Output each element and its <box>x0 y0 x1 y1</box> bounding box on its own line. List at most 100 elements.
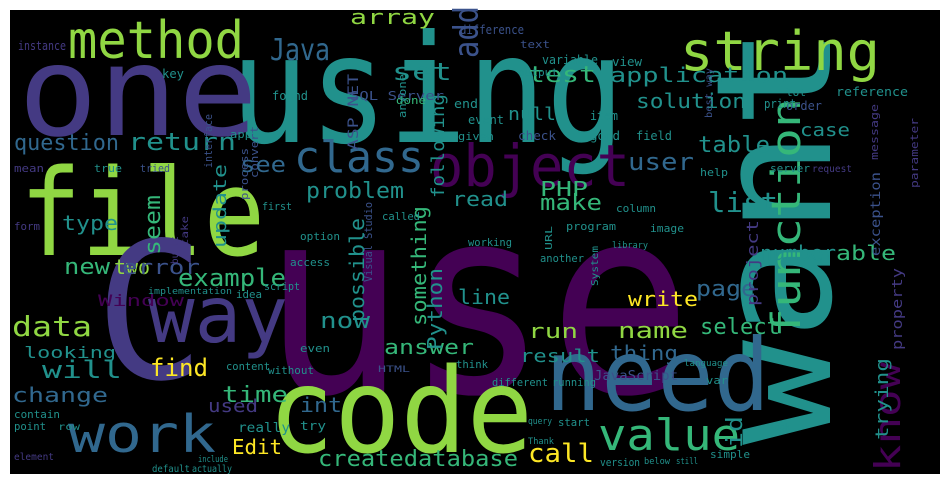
word-order: order <box>786 99 822 113</box>
word-true: true <box>94 162 122 175</box>
word-thing: thing <box>610 341 678 365</box>
word-access: access <box>290 256 330 269</box>
word-find: find <box>150 354 208 382</box>
word-visual-studio: Visual Studio <box>362 202 375 282</box>
word-built: built <box>170 236 181 264</box>
word-page: page <box>696 277 756 302</box>
word-using: using <box>230 4 625 178</box>
cloud-background <box>10 10 940 474</box>
word-content: content <box>226 360 270 373</box>
word-update: update <box>210 164 231 248</box>
word-looking: looking <box>24 343 116 362</box>
word-read: read <box>452 187 508 211</box>
word-lot: lot <box>786 86 806 99</box>
word-type: type <box>62 211 118 235</box>
word-print: print <box>764 97 796 111</box>
word-script: script <box>264 280 300 293</box>
word-one: one <box>18 20 258 165</box>
word-best-way: best way <box>704 68 715 118</box>
word-parameter: parameter <box>908 118 921 188</box>
word-javascript: JavaScript <box>594 369 678 384</box>
word-question: question <box>14 131 119 156</box>
word-know: know <box>868 362 909 472</box>
word-c: C <box>95 202 205 423</box>
word-different: different <box>492 376 548 389</box>
word-window: Window <box>98 291 185 310</box>
word-simple: simple <box>710 448 750 461</box>
word-interface: interface <box>202 114 215 168</box>
word-tried: tried <box>140 162 170 175</box>
word-number: number <box>760 241 836 265</box>
word-given: given <box>458 130 494 143</box>
word-add: add <box>447 6 487 58</box>
word-name: name <box>618 319 688 344</box>
word-run: run <box>528 319 578 343</box>
word-something: something <box>407 206 431 326</box>
word-application: application <box>610 63 788 87</box>
word-change: change <box>12 383 108 407</box>
word-text: text <box>520 38 550 51</box>
word-actually: actually <box>192 464 232 475</box>
word-project: project <box>743 220 762 306</box>
word-working: working <box>468 236 512 249</box>
word-createdatabase: createdatabase <box>318 447 518 472</box>
word-make: make <box>540 191 602 216</box>
word-url: URL <box>544 226 555 250</box>
word-server: server <box>770 162 810 175</box>
word-class: class <box>294 132 424 183</box>
word-null: null <box>508 104 556 125</box>
word-work: work <box>68 405 216 465</box>
word-think: think <box>456 358 488 371</box>
word-mean: mean <box>14 162 44 175</box>
word-element: element <box>14 452 54 463</box>
word-request: request <box>812 164 852 175</box>
word-anyone: anyone <box>396 74 409 118</box>
word-language: language <box>684 359 728 369</box>
word-key: key <box>162 67 184 81</box>
word-object: object <box>430 132 630 200</box>
word-even: even <box>300 342 330 355</box>
word-used: used <box>208 396 258 417</box>
word-still: still <box>676 457 698 467</box>
word-able: able <box>836 241 896 265</box>
word-property: property <box>890 268 906 350</box>
word-example: example <box>178 264 286 292</box>
word-call: call <box>528 439 594 469</box>
word-solution: solution <box>636 89 746 113</box>
word-system: System <box>590 246 601 286</box>
word-select: select <box>700 315 780 340</box>
word-variable: variable <box>542 53 598 67</box>
word-want: want <box>681 25 868 445</box>
word-good: good <box>590 129 620 143</box>
word-process: process <box>238 148 251 200</box>
word-difference: difference <box>460 23 524 37</box>
word-column: column <box>616 202 656 215</box>
word-exception: exception <box>869 172 884 256</box>
word-without: without <box>268 364 314 377</box>
word-result: result <box>520 346 600 367</box>
word-var: var <box>706 374 728 387</box>
word-line: line <box>458 285 510 309</box>
word-library: library <box>612 241 649 251</box>
word-start: start <box>558 416 590 429</box>
word-use: use <box>262 152 692 454</box>
word-field: field <box>636 129 672 143</box>
word-see: see <box>240 153 286 178</box>
word-view: view <box>612 55 643 69</box>
word-table: table <box>698 133 770 158</box>
word-set: set <box>392 58 452 86</box>
word-html: HTML <box>378 365 410 375</box>
word-array: array <box>350 5 435 29</box>
word-form: form <box>14 220 40 233</box>
word-output: output <box>518 66 558 79</box>
word-trying: trying <box>872 358 893 440</box>
word-reference: reference <box>836 85 908 99</box>
word-done: done <box>396 94 426 107</box>
word-sql-server: SQL Server <box>350 89 444 103</box>
word-data: data <box>12 310 92 343</box>
word-id: id <box>723 416 748 448</box>
word-way: way <box>148 271 288 361</box>
word-item: item <box>590 109 618 123</box>
word-option: option <box>300 230 340 243</box>
